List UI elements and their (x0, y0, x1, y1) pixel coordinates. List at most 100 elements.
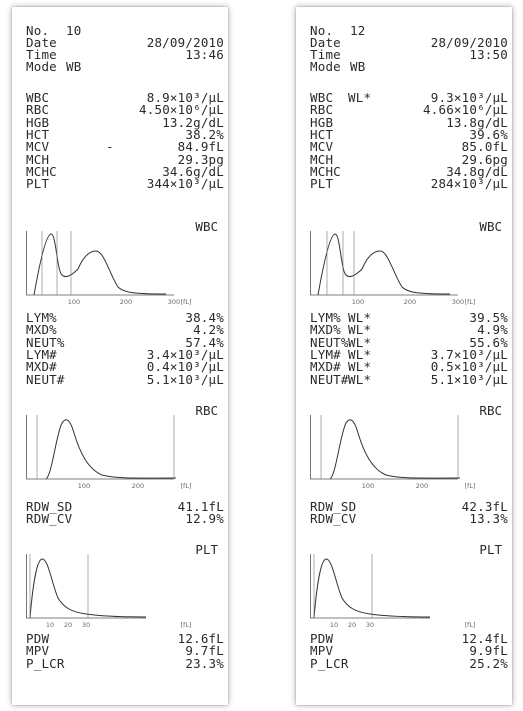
param-label: No. (26, 23, 50, 38)
param-value: 42.3fL (461, 499, 508, 514)
histogram-axes (26, 231, 174, 296)
plt-row-mpv: MPV 9.7fL (26, 644, 224, 657)
hematology-printout-left: No. 10 Date 28/09/2010 Time 13:46 Mode WB WBC 8.9… (12, 7, 228, 705)
flag-marker: - (106, 139, 114, 155)
histogram-axes (310, 415, 458, 480)
param-value: 4.50×10⁶/µL (139, 102, 224, 118)
cbc-row-mchc: MCHC 34.6g/dL (26, 165, 224, 178)
header-no: No. 12 (310, 24, 508, 37)
cbc-row-hgb: HGB 13.2g/dL (26, 116, 224, 129)
param-label: NEUT% (310, 334, 349, 350)
cbc-row-hgb: HGB 13.8g/dL (310, 116, 508, 129)
param-label: Date (310, 35, 341, 50)
rdw-row-rdw_sd: RDW_SD 41.1fL (26, 500, 224, 513)
rbc-histogram-label: RBC (195, 403, 218, 418)
header-mode: Mode WB (26, 60, 224, 73)
unit-label: [fL] (465, 621, 476, 629)
param-label: MPV (310, 643, 334, 659)
cbc-row-wbc: WBC WL* 9.3×10³/µL (310, 91, 508, 104)
header-mode: Mode WB (310, 60, 508, 73)
histogram-curve (33, 233, 167, 296)
header-value: WB (66, 59, 82, 74)
param-label: LYM# (26, 346, 57, 362)
param-label: WBC (310, 90, 334, 105)
param-label: MXD% (26, 322, 57, 338)
tick-label: 200 (120, 298, 132, 306)
param-value: 85.0fL (461, 139, 508, 155)
diff-row-lym%: LYM% 38.4% (26, 311, 224, 324)
param-value: 13.8g/dL (446, 114, 508, 130)
param-value: 5.1×10³/µL (146, 371, 224, 387)
tick-label: 100 (68, 298, 80, 306)
header-value: 13:46 (185, 47, 224, 62)
param-value: 8.9×10³/µL (146, 90, 224, 105)
param-label: HGB (310, 114, 334, 130)
plt-histogram-label: PLT (479, 542, 502, 557)
flag-marker: WL* (348, 371, 372, 387)
param-value: 41.1fL (177, 499, 224, 514)
flag-marker: WL* (348, 346, 372, 362)
histogram-axes (26, 554, 146, 619)
param-label: P_LCR (310, 655, 349, 671)
param-label: PLT (26, 176, 50, 192)
tick-label: 10 (46, 621, 54, 629)
rdw-row-rdw_cv: RDW_CV 13.3% (310, 512, 508, 525)
param-label: MXD# (26, 359, 57, 375)
param-value: 4.66×10⁶/µL (423, 102, 508, 118)
param-label: RBC (310, 102, 334, 118)
unit-label: [fL] (181, 482, 192, 490)
param-label: NEUT% (26, 334, 65, 350)
diff-row-neut#: NEUT# WL* 5.1×10³/µL (310, 373, 508, 386)
unit-label: [fL] (181, 621, 192, 629)
flag-marker: WL* (348, 90, 372, 105)
param-label: Time (26, 47, 57, 62)
param-label: RDW_CV (310, 511, 357, 527)
tick-label: 30 (366, 621, 374, 629)
tick-label: 200 (132, 482, 144, 490)
diff-row-mxd#: MXD# 0.4×10³/µL (26, 360, 224, 373)
histogram-axes (26, 415, 174, 480)
cbc-row-mch: MCH 29.3pg (26, 153, 224, 166)
param-value: 55.6% (469, 334, 508, 350)
param-label: MXD# (310, 359, 341, 375)
cbc-row-mchc: MCHC 34.8g/dL (310, 165, 508, 178)
diff-row-mxd#: MXD# WL* 0.5×10³/µL (310, 360, 508, 373)
cbc-row-hct: HCT 39.6% (310, 128, 508, 141)
histogram-curve (329, 419, 461, 480)
diff-row-neut%: NEUT% 57.4% (26, 336, 224, 349)
param-label: NEUT# (26, 371, 65, 387)
wbc-histogram: 100 200 300 [fL] (26, 231, 191, 306)
rbc-histogram: 100 200 [fL] (310, 415, 475, 490)
rbc-histogram-label: RBC (479, 403, 502, 418)
param-value: 29.3pg (177, 151, 224, 167)
param-value: 284×10³/µL (430, 176, 508, 192)
param-value: 344×10³/µL (146, 176, 224, 192)
param-value: 5.1×10³/µL (430, 371, 508, 387)
param-label: Date (26, 35, 57, 50)
param-label: NEUT# (310, 371, 349, 387)
param-value: 57.4% (185, 334, 224, 350)
diff-row-lym%: LYM% WL* 39.5% (310, 311, 508, 324)
wbc-histogram: 100 200 300 [fL] (310, 231, 475, 306)
param-label: MCHC (26, 163, 57, 179)
cbc-row-plt: PLT 284×10³/µL (310, 177, 508, 190)
param-value: 0.5×10³/µL (430, 359, 508, 375)
rbc-histogram: 100 200 [fL] (26, 415, 192, 490)
cbc-row-hct: HCT 38.2% (26, 128, 224, 141)
rdw-row-rdw_sd: RDW_SD 42.3fL (310, 500, 508, 513)
param-label: RDW_SD (26, 499, 73, 514)
param-value: 12.6fL (177, 631, 224, 646)
diff-row-neut#: NEUT# 5.1×10³/µL (26, 373, 224, 386)
flag-marker: WL* (348, 322, 372, 338)
histogram-curve (317, 233, 451, 296)
tick-label: 200 (416, 482, 428, 490)
param-value: 12.9% (185, 511, 224, 527)
param-value: 39.6% (469, 126, 508, 142)
tick-label: 30 (82, 621, 90, 629)
param-label: LYM% (26, 310, 57, 325)
histogram-axes (310, 554, 430, 619)
param-label: HCT (310, 126, 334, 142)
diff-row-mxd%: MXD% 4.2% (26, 323, 224, 336)
cbc-row-mcv: MCV - 84.9fL (26, 140, 224, 153)
param-label: P_LCR (26, 655, 65, 671)
